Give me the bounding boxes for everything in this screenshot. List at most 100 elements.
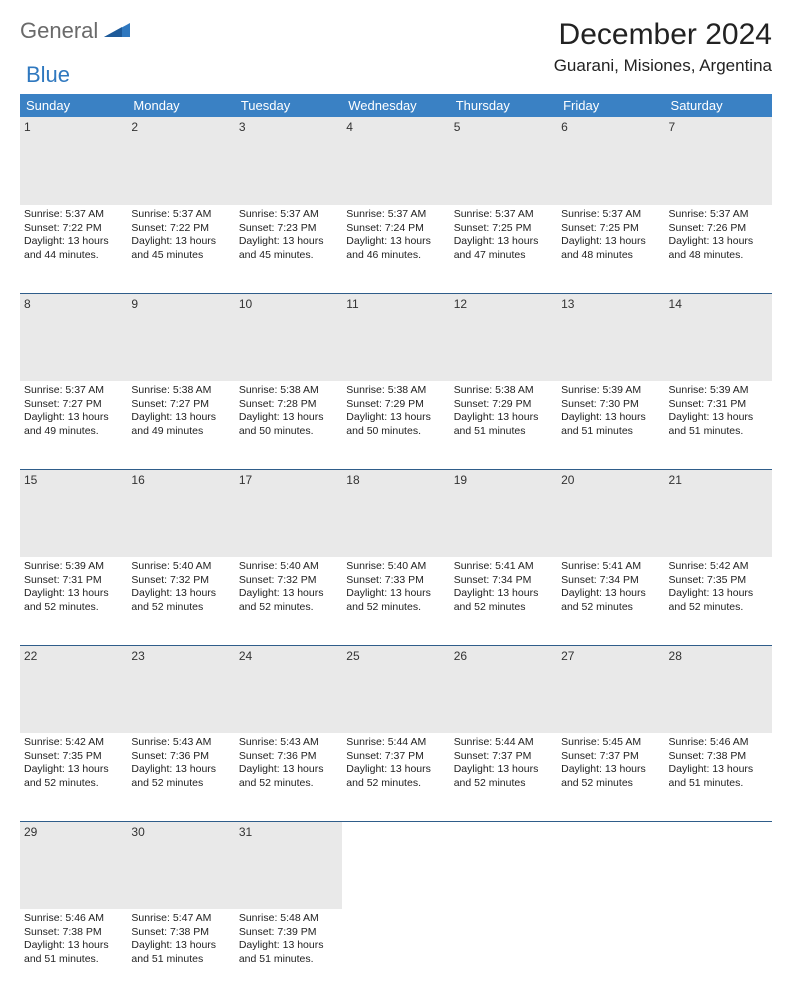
day-detail-cell — [450, 909, 557, 997]
day-number-cell: 30 — [127, 821, 234, 909]
sunrise-line: Sunrise: 5:40 AM — [346, 560, 445, 574]
day-number-row: 293031 — [20, 821, 772, 909]
day-number-cell: 31 — [235, 821, 342, 909]
daylight-line: Daylight: 13 hours and 52 minutes. — [346, 587, 445, 614]
day-detail-cell: Sunrise: 5:37 AMSunset: 7:23 PMDaylight:… — [235, 205, 342, 293]
day-detail-row: Sunrise: 5:37 AMSunset: 7:27 PMDaylight:… — [20, 381, 772, 469]
day-detail-cell: Sunrise: 5:38 AMSunset: 7:27 PMDaylight:… — [127, 381, 234, 469]
day-detail-row: Sunrise: 5:46 AMSunset: 7:38 PMDaylight:… — [20, 909, 772, 997]
day-number-cell: 17 — [235, 469, 342, 557]
sunset-line: Sunset: 7:29 PM — [346, 398, 445, 412]
day-number: 16 — [131, 473, 144, 487]
daylight-line: Daylight: 13 hours and 51 minutes — [561, 411, 660, 438]
sunrise-line: Sunrise: 5:43 AM — [239, 736, 338, 750]
day-number-cell: 15 — [20, 469, 127, 557]
sunset-line: Sunset: 7:27 PM — [24, 398, 123, 412]
day-number: 23 — [131, 649, 144, 663]
daylight-line: Daylight: 13 hours and 48 minutes. — [669, 235, 768, 262]
day-detail-cell: Sunrise: 5:40 AMSunset: 7:33 PMDaylight:… — [342, 557, 449, 645]
sunrise-line: Sunrise: 5:45 AM — [561, 736, 660, 750]
logo: General — [20, 18, 134, 44]
logo-text-general: General — [20, 18, 98, 44]
day-detail-cell: Sunrise: 5:40 AMSunset: 7:32 PMDaylight:… — [127, 557, 234, 645]
day-number: 28 — [669, 649, 682, 663]
day-detail-cell — [342, 909, 449, 997]
day-number-row: 15161718192021 — [20, 469, 772, 557]
day-number-cell: 19 — [450, 469, 557, 557]
day-detail-cell: Sunrise: 5:44 AMSunset: 7:37 PMDaylight:… — [450, 733, 557, 821]
sunset-line: Sunset: 7:38 PM — [131, 926, 230, 940]
day-number: 12 — [454, 297, 467, 311]
sunrise-line: Sunrise: 5:47 AM — [131, 912, 230, 926]
daylight-line: Daylight: 13 hours and 52 minutes. — [346, 763, 445, 790]
day-number-cell: 24 — [235, 645, 342, 733]
weekday-header: Sunday — [20, 94, 127, 117]
daylight-line: Daylight: 13 hours and 46 minutes. — [346, 235, 445, 262]
day-number-row: 891011121314 — [20, 293, 772, 381]
weekday-header: Friday — [557, 94, 664, 117]
sunset-line: Sunset: 7:38 PM — [24, 926, 123, 940]
sunset-line: Sunset: 7:28 PM — [239, 398, 338, 412]
day-number-cell — [450, 821, 557, 909]
day-detail-row: Sunrise: 5:42 AMSunset: 7:35 PMDaylight:… — [20, 733, 772, 821]
day-number-cell: 11 — [342, 293, 449, 381]
day-detail-cell: Sunrise: 5:37 AMSunset: 7:22 PMDaylight:… — [20, 205, 127, 293]
sunrise-line: Sunrise: 5:37 AM — [239, 208, 338, 222]
day-number-cell: 5 — [450, 117, 557, 205]
sunrise-line: Sunrise: 5:38 AM — [131, 384, 230, 398]
day-detail-cell: Sunrise: 5:37 AMSunset: 7:25 PMDaylight:… — [450, 205, 557, 293]
day-number: 21 — [669, 473, 682, 487]
day-detail-cell: Sunrise: 5:43 AMSunset: 7:36 PMDaylight:… — [127, 733, 234, 821]
daylight-line: Daylight: 13 hours and 52 minutes — [131, 587, 230, 614]
daylight-line: Daylight: 13 hours and 52 minutes. — [239, 587, 338, 614]
sunrise-line: Sunrise: 5:46 AM — [24, 912, 123, 926]
daylight-line: Daylight: 13 hours and 52 minutes — [561, 587, 660, 614]
day-detail-cell: Sunrise: 5:46 AMSunset: 7:38 PMDaylight:… — [20, 909, 127, 997]
daylight-line: Daylight: 13 hours and 52 minutes — [561, 763, 660, 790]
daylight-line: Daylight: 13 hours and 52 minutes — [131, 763, 230, 790]
weekday-header-row: SundayMondayTuesdayWednesdayThursdayFrid… — [20, 94, 772, 117]
day-number-cell: 10 — [235, 293, 342, 381]
sunset-line: Sunset: 7:32 PM — [131, 574, 230, 588]
day-number-cell: 16 — [127, 469, 234, 557]
day-number: 20 — [561, 473, 574, 487]
day-number: 8 — [24, 297, 31, 311]
day-number: 17 — [239, 473, 252, 487]
day-detail-cell: Sunrise: 5:39 AMSunset: 7:30 PMDaylight:… — [557, 381, 664, 469]
sunset-line: Sunset: 7:36 PM — [239, 750, 338, 764]
daylight-line: Daylight: 13 hours and 52 minutes. — [239, 763, 338, 790]
day-number-cell — [665, 821, 772, 909]
day-detail-cell: Sunrise: 5:39 AMSunset: 7:31 PMDaylight:… — [665, 381, 772, 469]
weekday-header: Thursday — [450, 94, 557, 117]
sunrise-line: Sunrise: 5:37 AM — [346, 208, 445, 222]
sunset-line: Sunset: 7:25 PM — [561, 222, 660, 236]
day-number: 25 — [346, 649, 359, 663]
day-number-cell: 20 — [557, 469, 664, 557]
sunset-line: Sunset: 7:22 PM — [24, 222, 123, 236]
sunset-line: Sunset: 7:31 PM — [24, 574, 123, 588]
day-number-cell — [557, 821, 664, 909]
sunset-line: Sunset: 7:22 PM — [131, 222, 230, 236]
day-number-cell: 9 — [127, 293, 234, 381]
sunrise-line: Sunrise: 5:37 AM — [24, 208, 123, 222]
sunrise-line: Sunrise: 5:44 AM — [454, 736, 553, 750]
day-number-cell: 25 — [342, 645, 449, 733]
day-detail-cell: Sunrise: 5:37 AMSunset: 7:24 PMDaylight:… — [342, 205, 449, 293]
day-detail-cell: Sunrise: 5:42 AMSunset: 7:35 PMDaylight:… — [665, 557, 772, 645]
day-number: 30 — [131, 825, 144, 839]
day-number: 22 — [24, 649, 37, 663]
sunset-line: Sunset: 7:37 PM — [346, 750, 445, 764]
sunrise-line: Sunrise: 5:40 AM — [131, 560, 230, 574]
calendar-table: SundayMondayTuesdayWednesdayThursdayFrid… — [20, 94, 772, 997]
day-number-cell: 23 — [127, 645, 234, 733]
daylight-line: Daylight: 13 hours and 51 minutes. — [239, 939, 338, 966]
day-number-cell: 2 — [127, 117, 234, 205]
sunrise-line: Sunrise: 5:38 AM — [454, 384, 553, 398]
day-number-cell: 21 — [665, 469, 772, 557]
sunrise-line: Sunrise: 5:41 AM — [561, 560, 660, 574]
day-detail-cell: Sunrise: 5:37 AMSunset: 7:27 PMDaylight:… — [20, 381, 127, 469]
day-number: 7 — [669, 120, 676, 134]
day-detail-cell: Sunrise: 5:37 AMSunset: 7:25 PMDaylight:… — [557, 205, 664, 293]
day-number-cell — [342, 821, 449, 909]
day-number-cell: 28 — [665, 645, 772, 733]
